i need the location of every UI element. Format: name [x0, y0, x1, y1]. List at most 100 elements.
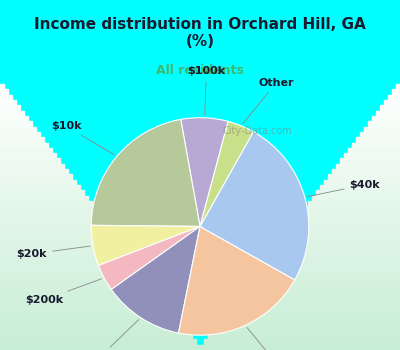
Text: $10k: $10k [51, 121, 114, 155]
Bar [0, 206, 96, 212]
Bar [0, 281, 152, 286]
Bar [232, 302, 400, 307]
Bar [0, 137, 44, 142]
Bar [364, 127, 400, 132]
Text: $50k: $50k [247, 328, 295, 350]
Bar [336, 164, 400, 169]
Bar [220, 318, 400, 323]
Bar [0, 196, 88, 201]
Bar [0, 275, 148, 281]
Bar [348, 148, 400, 153]
Bar [328, 174, 400, 180]
Bar [216, 323, 400, 329]
Bar [0, 94, 12, 100]
Bar [236, 297, 400, 302]
Bar [0, 148, 52, 153]
Bar [296, 217, 400, 222]
Bar [320, 185, 400, 190]
Bar [300, 212, 400, 217]
Bar [0, 302, 168, 307]
Text: Income distribution in Orchard Hill, GA
(%): Income distribution in Orchard Hill, GA … [34, 17, 366, 49]
Wedge shape [91, 225, 200, 265]
Bar [0, 201, 92, 206]
Text: $100k: $100k [188, 66, 226, 115]
Text: $20k: $20k [16, 246, 90, 259]
Bar [0, 89, 8, 94]
Bar [0, 270, 144, 275]
Bar [0, 127, 36, 132]
Wedge shape [181, 118, 228, 226]
Bar [360, 132, 400, 137]
Bar [276, 244, 400, 249]
Bar [288, 228, 400, 233]
Bar [0, 212, 100, 217]
Text: $30k: $30k [85, 320, 139, 350]
Bar [0, 121, 32, 127]
Bar [260, 265, 400, 270]
Bar [0, 217, 104, 222]
Text: Other: Other [243, 78, 294, 124]
Bar [0, 105, 20, 111]
Bar [284, 233, 400, 238]
Bar [388, 94, 400, 100]
Bar [372, 116, 400, 121]
Bar [0, 254, 132, 260]
Wedge shape [200, 121, 254, 226]
Bar [392, 89, 400, 94]
Text: All residents: All residents [156, 64, 244, 77]
Bar [384, 100, 400, 105]
Bar [0, 313, 176, 318]
Bar [0, 318, 180, 323]
Text: $200k: $200k [25, 279, 102, 305]
Bar [0, 174, 72, 180]
Bar [0, 297, 164, 302]
Bar [204, 340, 400, 345]
Bar [272, 249, 400, 254]
Bar [0, 84, 4, 89]
Bar [264, 260, 400, 265]
Wedge shape [178, 226, 295, 335]
Bar [0, 249, 128, 254]
Bar [224, 313, 400, 318]
Bar [332, 169, 400, 174]
Bar [0, 169, 68, 174]
Bar [256, 270, 400, 275]
Wedge shape [98, 226, 200, 289]
Bar [0, 244, 124, 249]
Bar [308, 201, 400, 206]
Bar [0, 286, 156, 292]
Bar [0, 292, 160, 297]
Bar [0, 100, 16, 105]
Bar [352, 142, 400, 148]
Bar [0, 340, 196, 345]
Bar [208, 334, 400, 340]
Bar [356, 137, 400, 142]
Bar [244, 286, 400, 292]
Wedge shape [200, 132, 309, 280]
Bar [340, 159, 400, 164]
Bar [0, 132, 40, 137]
Bar [268, 254, 400, 260]
Bar [248, 281, 400, 286]
Bar [0, 116, 28, 121]
Bar [252, 275, 400, 281]
Bar [376, 111, 400, 116]
Bar [240, 292, 400, 297]
Bar [312, 196, 400, 201]
Bar [396, 84, 400, 89]
Bar [368, 121, 400, 127]
Bar [0, 190, 84, 196]
Bar [0, 260, 136, 265]
Bar [316, 190, 400, 196]
Text: City-Data.com: City-Data.com [222, 126, 292, 135]
Bar [0, 222, 108, 228]
Bar [344, 153, 400, 159]
Bar [0, 265, 140, 270]
Bar [280, 238, 400, 244]
Bar [292, 222, 400, 228]
Bar [324, 180, 400, 185]
Bar [304, 206, 400, 212]
Wedge shape [91, 119, 200, 226]
Bar [0, 307, 172, 313]
Bar [0, 142, 48, 148]
